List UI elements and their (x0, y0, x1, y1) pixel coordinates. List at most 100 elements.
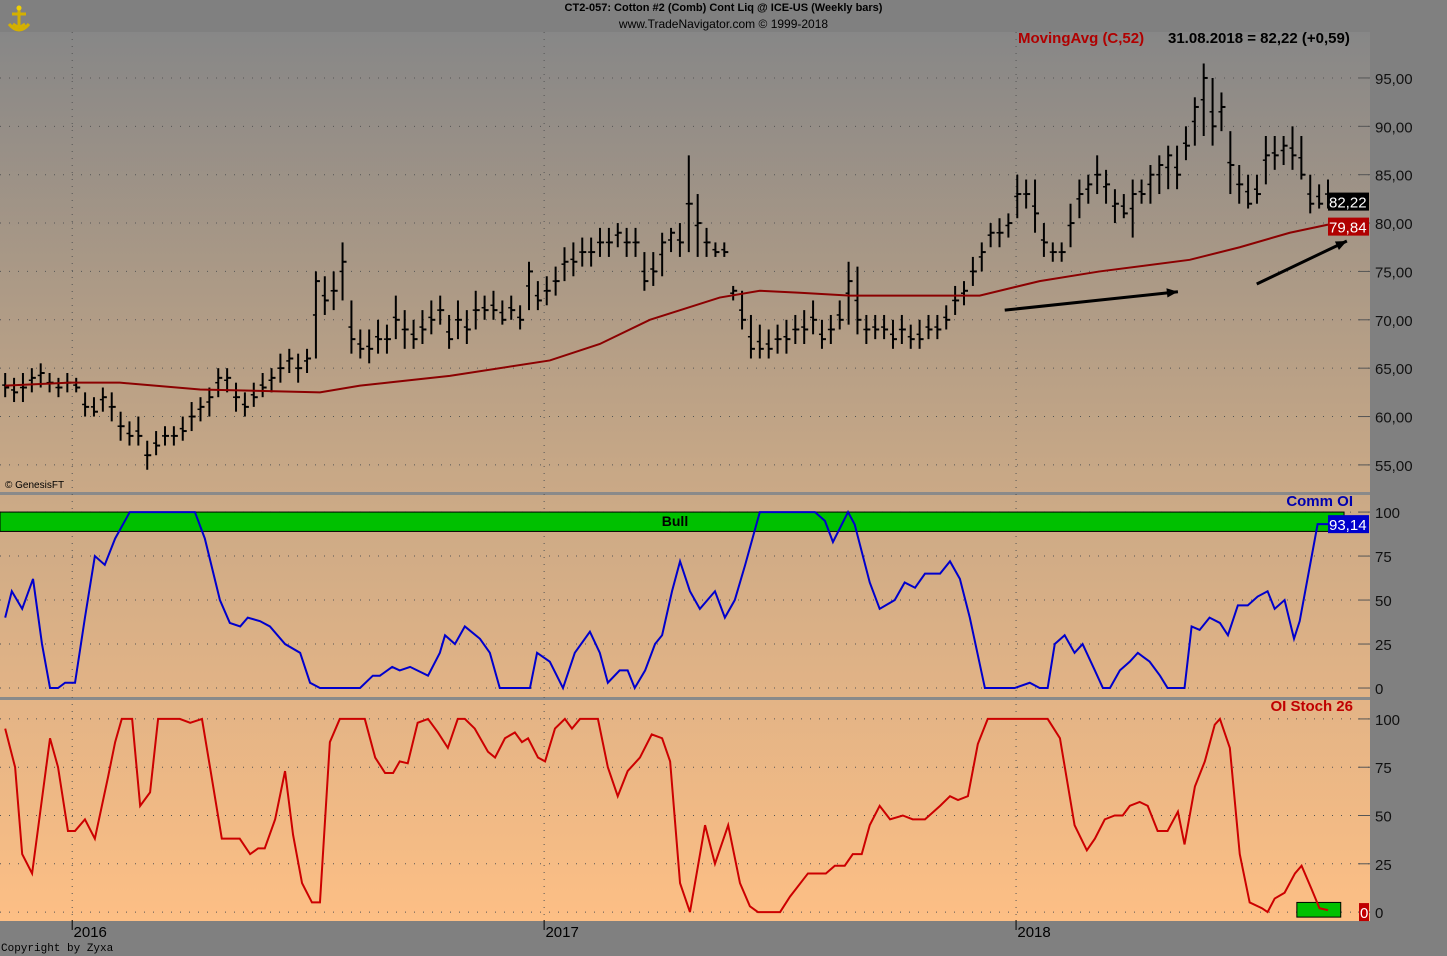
price-bar (694, 194, 702, 257)
price-bar (845, 261, 853, 325)
price-bar (889, 319, 897, 349)
price-bar (153, 431, 161, 456)
trend-arrow (1004, 288, 1179, 312)
bull-band-label: Bull (662, 513, 688, 529)
price-bar (19, 373, 27, 403)
price-bar (1156, 155, 1164, 195)
price-bar (144, 440, 152, 470)
price-bar (499, 300, 507, 325)
price-bar (392, 295, 400, 340)
price-bar (312, 271, 320, 359)
oi-stoch-title: OI Stoch 26 (1270, 698, 1353, 715)
price-bar (437, 295, 445, 325)
price-bar (881, 314, 889, 340)
chart-subtitle: www.TradeNavigator.com © 1999-2018 (618, 17, 829, 31)
price-bar (739, 290, 747, 330)
price-bar (250, 382, 258, 407)
price-bar (534, 281, 542, 311)
oi-stoch-line (4, 716, 1329, 914)
price-bar (1218, 92, 1226, 132)
price-bar (712, 242, 720, 257)
price-axis-tick-label: 55,00 (1375, 458, 1413, 475)
price-bar (836, 300, 844, 330)
price-bar (1058, 242, 1066, 262)
price-bar (357, 329, 365, 359)
trade-navigator-logo-icon (7, 5, 31, 32)
price-bar (1165, 145, 1173, 190)
price-bar (348, 300, 356, 354)
price-bar (1138, 179, 1146, 204)
price-bar (339, 242, 347, 301)
price-bar (170, 426, 178, 446)
zyxa-copyright: Copyright by Zyxa (1, 943, 114, 955)
x-tick-label: 2016 (74, 924, 107, 941)
price-bar (508, 295, 516, 320)
stoch-marker-box (1296, 901, 1342, 918)
price-bar (1253, 174, 1261, 204)
oi-stoch-last-label-bg (1359, 903, 1369, 922)
price-bar (1005, 213, 1013, 238)
price-bar (801, 310, 809, 344)
price-bar (28, 368, 36, 393)
price-bar (978, 242, 986, 272)
plot-background (0, 32, 1370, 921)
price-bar (1120, 194, 1128, 219)
price-bar (925, 314, 933, 340)
price-axis-tick-label: 60,00 (1375, 410, 1413, 427)
price-bar (1174, 145, 1182, 190)
price-bar (1191, 97, 1199, 146)
moving-average-line (5, 223, 1329, 394)
price-bar (588, 237, 596, 267)
price-bar (1103, 169, 1111, 204)
oi-stoch-axis-tick-label: 25 (1375, 857, 1392, 874)
price-bar (286, 348, 294, 374)
price-bar (366, 329, 374, 364)
price-bar (197, 397, 205, 422)
price-bar (1209, 77, 1217, 146)
price-bar (1227, 131, 1235, 195)
price-bar (126, 421, 134, 446)
price-bar (952, 285, 960, 315)
price-bar (481, 295, 489, 320)
price-bar (676, 223, 684, 257)
price-axis-tick-label: 85,00 (1375, 168, 1413, 185)
price-bar (1094, 155, 1102, 195)
price-bar (756, 324, 764, 359)
price-bar (668, 227, 676, 253)
price-bar (641, 252, 649, 291)
comm-oi-axis-tick-label: 100 (1375, 505, 1400, 522)
price-bar (135, 416, 143, 446)
price-bar (605, 227, 613, 257)
ma-legend-value: 31.08.2018 = 82,22 (+0,59) (1168, 30, 1350, 47)
comm-oi-line (4, 509, 1328, 691)
price-bar (783, 319, 791, 354)
price-bar (375, 319, 383, 354)
price-bar (1298, 135, 1306, 180)
price-axis-tick-label: 75,00 (1375, 264, 1413, 281)
price-bar (206, 387, 214, 417)
price-bar (552, 266, 560, 296)
price-bar (810, 300, 818, 335)
comm-oi-axis-tick-label: 75 (1375, 549, 1392, 566)
price-bar (428, 300, 436, 335)
price-bar (1014, 174, 1022, 219)
ma-legend-label: MovingAvg (C,52) (1018, 30, 1145, 47)
oi-stoch-axis-tick-label: 50 (1375, 809, 1392, 826)
oi-stoch-last-label: 0 (1360, 905, 1368, 922)
price-bar (55, 377, 63, 398)
price-bar (161, 426, 169, 446)
price-bar (898, 314, 906, 344)
price-bar (82, 392, 90, 417)
price-bar (454, 300, 462, 340)
price-bar (996, 218, 1004, 248)
price-bar (872, 314, 880, 340)
price-bar (792, 314, 800, 344)
comm-oi-axis-tick-label: 50 (1375, 593, 1392, 610)
price-bar (188, 402, 196, 432)
price-bar (401, 310, 409, 349)
price-bar (1271, 135, 1279, 170)
price-bar (490, 290, 498, 320)
price-bar (969, 256, 977, 286)
